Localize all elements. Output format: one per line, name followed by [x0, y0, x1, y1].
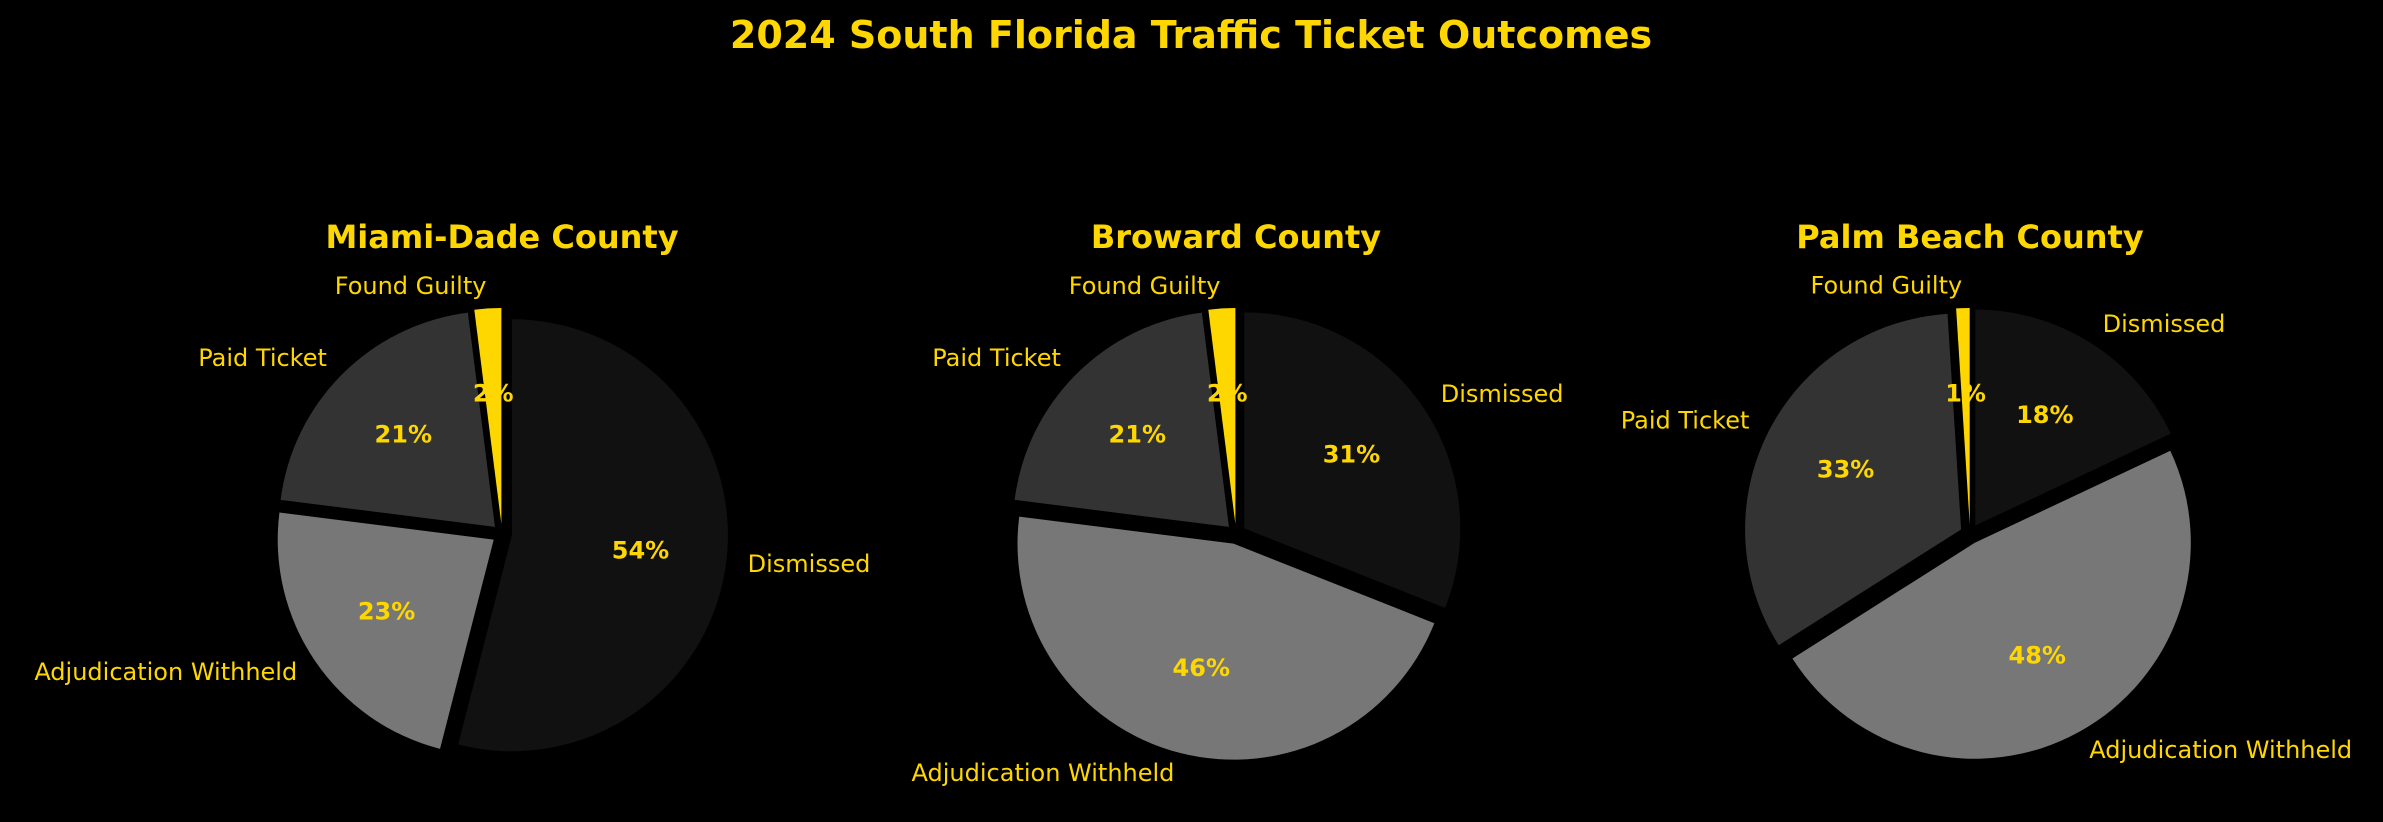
slice-percent-found-guilty: 1%	[1945, 379, 1986, 407]
pie-slice-adjudication-withheld	[1792, 450, 2191, 759]
pie-slice-adjudication-withheld	[277, 512, 494, 749]
slice-label-paid-ticket: Paid Ticket	[1621, 407, 1750, 435]
pie-slice-dismissed	[1975, 309, 2171, 526]
slice-label-found-guilty: Found Guilty	[1811, 272, 1963, 300]
slice-label-paid-ticket: Paid Ticket	[932, 344, 1061, 372]
slice-percent-paid-ticket: 33%	[1817, 456, 1874, 484]
slice-label-adjudication-withheld: Adjudication Withheld	[2089, 736, 2352, 764]
pie-chart-2: Broward County Dismissed 31% Adjudication W…	[912, 218, 1564, 787]
pie-slice-found-guilty	[1208, 308, 1236, 525]
slice-label-dismissed: Dismissed	[748, 550, 871, 578]
slice-percent-dismissed: 54%	[612, 536, 669, 564]
pie-chart-1: Miami-Dade County Dismissed 54% Adjudicatio…	[34, 218, 871, 752]
pie-title: Miami-Dade County	[325, 218, 678, 256]
chart-main-title: 2024 South Florida Traffic Ticket Outcom…	[730, 13, 1652, 57]
slice-percent-paid-ticket: 21%	[1109, 420, 1166, 448]
slice-percent-paid-ticket: 21%	[375, 420, 432, 448]
pie-chart-3: Palm Beach County Dismissed 18% Adjudicatio…	[1621, 218, 2352, 764]
pie-slice-found-guilty	[1956, 308, 1970, 525]
pie-slice-dismissed	[1244, 312, 1461, 608]
pie-slice-paid-ticket	[1745, 313, 1962, 646]
slice-label-dismissed: Dismissed	[1441, 380, 1564, 408]
slice-label-adjudication-withheld: Adjudication Withheld	[34, 658, 297, 686]
slice-label-dismissed: Dismissed	[2103, 310, 2226, 338]
slice-percent-dismissed: 31%	[1323, 441, 1380, 469]
slice-label-found-guilty: Found Guilty	[1069, 272, 1221, 300]
pie-title: Broward County	[1091, 218, 1381, 256]
slice-percent-adjudication-withheld: 46%	[1173, 654, 1230, 682]
pie-slice-dismissed	[458, 319, 728, 752]
slice-percent-adjudication-withheld: 48%	[2009, 641, 2066, 669]
slice-percent-found-guilty: 2%	[1207, 380, 1248, 408]
slice-label-paid-ticket: Paid Ticket	[198, 344, 327, 372]
pie-title: Palm Beach County	[1796, 218, 2144, 256]
pie-charts-group: Miami-Dade County Dismissed 54% Adjudicatio…	[34, 218, 2352, 787]
pie-slice-paid-ticket	[1014, 312, 1229, 527]
pie-slice-found-guilty	[474, 308, 502, 525]
slice-percent-adjudication-withheld: 23%	[358, 597, 415, 625]
slice-label-adjudication-withheld: Adjudication Withheld	[912, 759, 1175, 787]
slice-percent-found-guilty: 2%	[473, 380, 514, 408]
slice-percent-dismissed: 18%	[2016, 401, 2073, 429]
pie-slice-adjudication-withheld	[1017, 516, 1435, 760]
slice-label-found-guilty: Found Guilty	[335, 272, 487, 300]
pie-slice-paid-ticket	[280, 312, 495, 527]
